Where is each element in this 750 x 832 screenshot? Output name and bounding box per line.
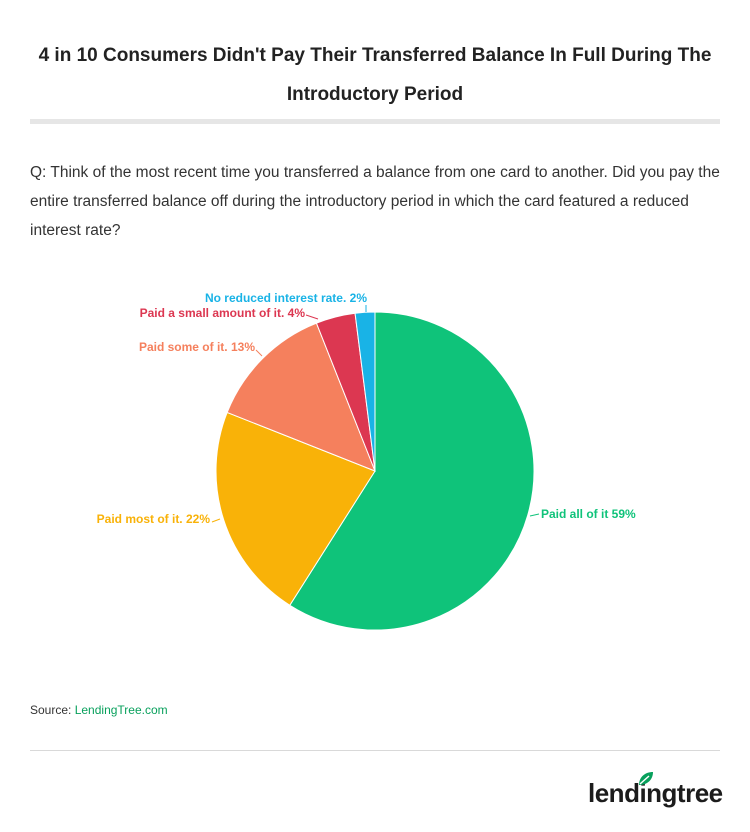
slice-label: Paid all of it 59%: [541, 507, 636, 521]
pie-slice: [289, 311, 535, 631]
leaf-icon: [639, 772, 653, 785]
pie-chart: Paid all of it 59% Paid most of it. 22% Pa…: [97, 291, 636, 631]
slice-leader-line: [305, 314, 319, 320]
source-label: Source:: [30, 703, 75, 717]
survey-question: Q: Think of the most recent time you tra…: [30, 164, 720, 239]
footer-divider: [30, 750, 720, 751]
logo-text: lendingtree: [588, 778, 723, 808]
pie-slice: [354, 311, 376, 472]
slice-leader-line: [211, 518, 221, 523]
slice-label: Paid a small amount of it. 4%: [140, 306, 306, 320]
chart-title: 4 in 10 Consumers Didn't Pay Their Trans…: [38, 45, 712, 105]
source-link[interactable]: LendingTree.com: [74, 703, 168, 717]
slice-label: Paid some of it. 13%: [139, 340, 255, 354]
pie-slice: [226, 322, 376, 472]
slice-label: No reduced interest rate. 2%: [205, 291, 367, 305]
pie-slice: [215, 411, 376, 606]
slice-leader-line: [529, 513, 540, 517]
source-line: Source: LendingTree.com: [30, 703, 168, 717]
title-divider: [30, 119, 720, 124]
slice-label: Paid most of it. 22%: [97, 512, 211, 526]
lendingtree-logo: lendingtree: [588, 768, 723, 812]
slice-leader-line: [255, 349, 263, 357]
